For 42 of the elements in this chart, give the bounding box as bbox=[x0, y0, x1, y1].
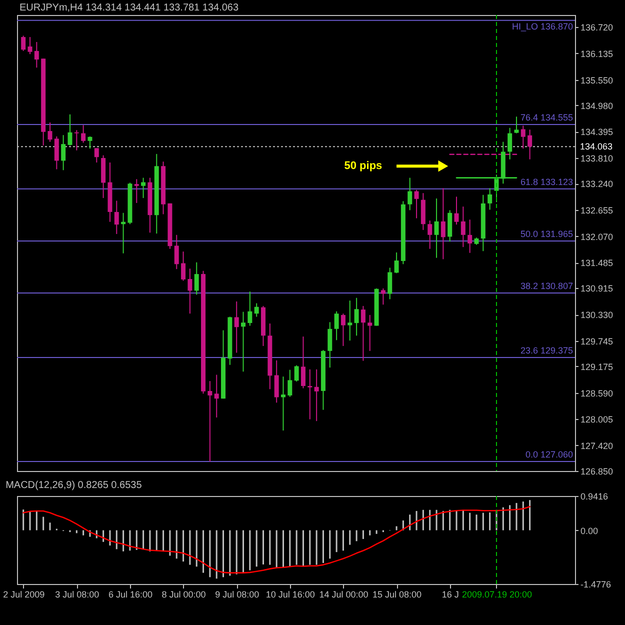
ref-line-label: 23.6 129.375 bbox=[520, 345, 573, 356]
x-tick-label: 9 Jul 08:00 bbox=[215, 590, 260, 600]
y-tick-label: 136.135 bbox=[580, 48, 614, 59]
y-tick-label: 126.850 bbox=[580, 466, 614, 476]
y-tick-label: 133.240 bbox=[580, 179, 614, 190]
y-tick-label: 135.550 bbox=[580, 75, 614, 86]
y-tick-label: 127.420 bbox=[580, 440, 614, 451]
y-tick-label: 128.005 bbox=[580, 414, 614, 425]
x-tick-label: 14 Jul 00:00 bbox=[319, 590, 368, 600]
y-tick-label: 134.980 bbox=[580, 100, 614, 111]
y-tick-label: 0.9416 bbox=[580, 492, 608, 502]
chart-title: EURJPYm,H4 134.314 134.441 133.781 134.063 bbox=[20, 2, 239, 14]
ref-line-label: 61.8 133.123 bbox=[520, 176, 573, 187]
x-tick-label: 10 Jul 16:00 bbox=[266, 590, 315, 600]
x-tick-label: 3 Jul 08:00 bbox=[55, 590, 100, 600]
ref-line-label: 76.4 134.555 bbox=[520, 112, 573, 123]
y-tick-label: 134.395 bbox=[580, 127, 614, 138]
y-tick-label: -1.4776 bbox=[580, 580, 612, 590]
y-tick-label: 129.175 bbox=[580, 362, 614, 372]
ref-line-label: HI_LO 136.870 bbox=[512, 21, 573, 32]
x-tick-label: 8 Jul 00:00 bbox=[162, 590, 206, 600]
x-tick-label: 2 Jul 2009 bbox=[3, 590, 45, 600]
x-tick-label: 15 Jul 08:00 bbox=[372, 590, 422, 600]
y-tick-label: 130.915 bbox=[580, 284, 614, 294]
y-tick-label: 131.485 bbox=[580, 258, 614, 268]
y-tick-label: 128.590 bbox=[580, 388, 614, 398]
ref-line-label: 50.0 131.965 bbox=[520, 228, 573, 239]
annotation: 50 pips bbox=[344, 160, 382, 172]
ref-line-label: 38.2 130.807 bbox=[520, 281, 573, 292]
x-tick-label: 6 Jul 16:00 bbox=[108, 590, 152, 600]
y-tick-label: 130.330 bbox=[580, 310, 614, 320]
y-tick-label: 136.720 bbox=[580, 22, 614, 33]
y-tick-label: 133.810 bbox=[580, 154, 614, 164]
y-tick-label: 129.745 bbox=[580, 336, 614, 346]
y-tick-label: 0.00 bbox=[580, 526, 598, 536]
ref-line-label: 134.063 bbox=[580, 142, 613, 152]
y-tick-label: 132.655 bbox=[580, 205, 614, 216]
y-tick-label: 132.070 bbox=[580, 232, 614, 242]
ref-line-label: 0.0 127.060 bbox=[525, 450, 573, 460]
x-tick-label: 2009.07.19 20:00 bbox=[462, 590, 532, 600]
chart-title: MACD(12,26,9) 0.8265 0.6535 bbox=[6, 480, 142, 491]
x-tick-label: 16 J bbox=[442, 590, 459, 600]
